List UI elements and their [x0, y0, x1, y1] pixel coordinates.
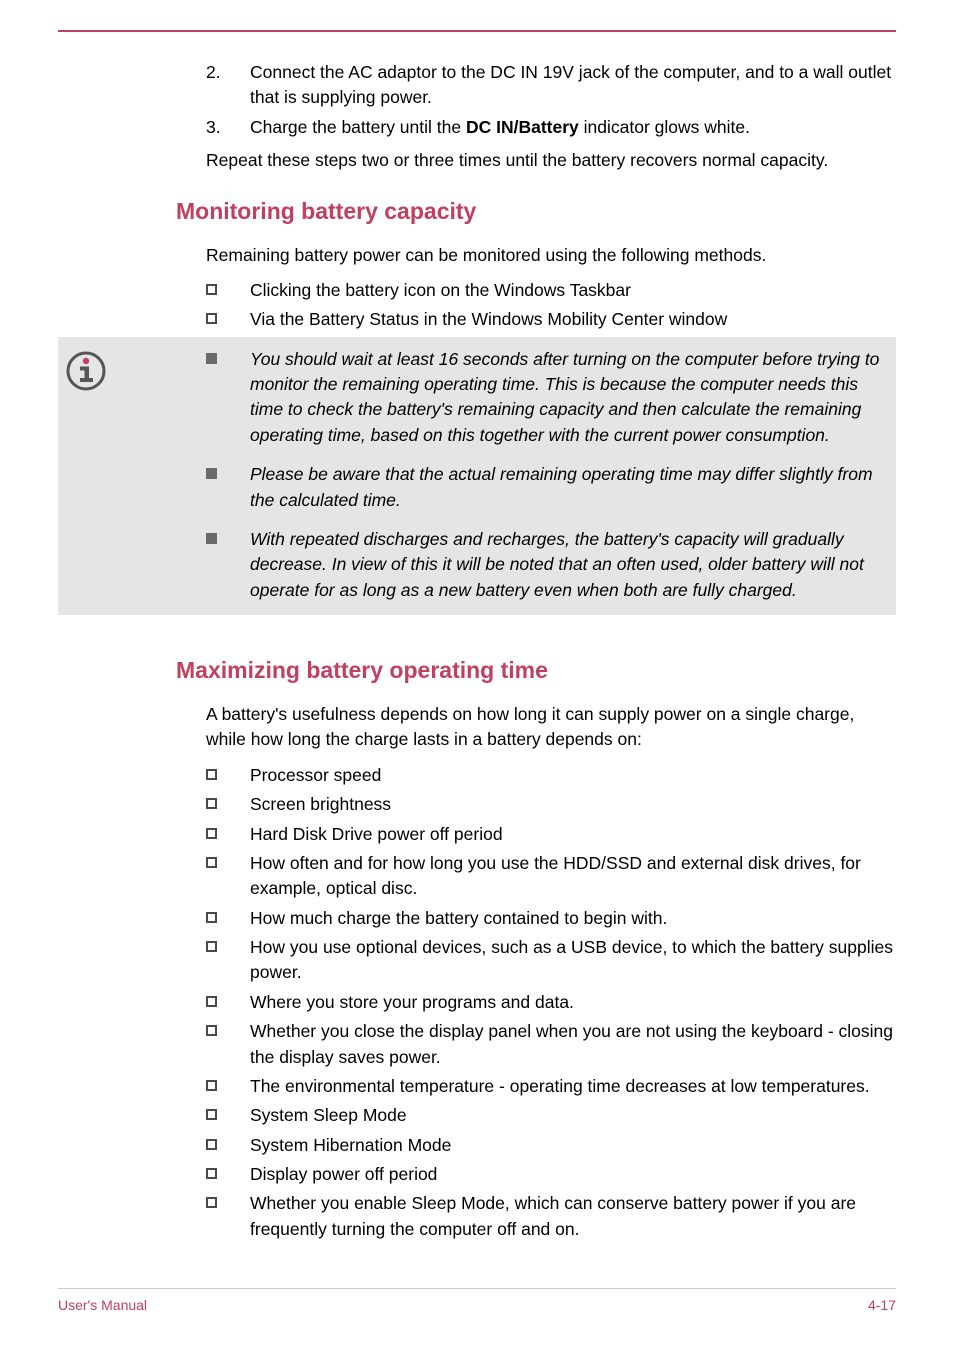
list-item-text: How often and for how long you use the H… [250, 851, 896, 902]
section-intro: Remaining battery power can be monitored… [206, 243, 896, 268]
square-bullet-icon [206, 857, 217, 868]
bullet-icon [206, 307, 250, 332]
square-bullet-icon [206, 1168, 217, 1179]
step-text-pre: Charge the battery until the [250, 117, 466, 137]
list-item-text: Screen brightness [250, 792, 896, 817]
section2-list: Processor speed Screen brightness Hard Dis… [206, 763, 896, 1242]
list-item: Whether you close the display panel when… [206, 1019, 896, 1070]
list-item-text: How you use optional devices, such as a … [250, 935, 896, 986]
footer-right: 4-17 [868, 1297, 896, 1313]
bullet-icon [206, 527, 250, 603]
step-number: 2. [206, 60, 250, 111]
list-item: Hard Disk Drive power off period [206, 822, 896, 847]
info-icon [66, 351, 106, 391]
square-bullet-icon [206, 1080, 217, 1091]
paragraph: Repeat these steps two or three times un… [206, 148, 896, 173]
notice-item: Please be aware that the actual remainin… [206, 462, 884, 513]
list-item-text: System Hibernation Mode [250, 1133, 896, 1158]
bullet-icon [206, 1191, 250, 1242]
notice-item: You should wait at least 16 seconds afte… [206, 347, 884, 449]
list-item: Where you store your programs and data. [206, 990, 896, 1015]
square-bullet-icon [206, 533, 217, 544]
square-bullet-icon [206, 1197, 217, 1208]
header-rule [58, 30, 896, 32]
bullet-icon [206, 935, 250, 986]
content-area: 2. Connect the AC adaptor to the DC IN 1… [58, 60, 896, 1242]
square-bullet-icon [206, 1109, 217, 1120]
notice-list: You should wait at least 16 seconds afte… [206, 347, 896, 605]
list-item-text: Hard Disk Drive power off period [250, 822, 896, 847]
bullet-icon [206, 1019, 250, 1070]
notice-item: With repeated discharges and recharges, … [206, 527, 884, 603]
list-item-text: Via the Battery Status in the Windows Mo… [250, 307, 896, 332]
list-item: How much charge the battery contained to… [206, 906, 896, 931]
bullet-icon [206, 1103, 250, 1128]
bullet-icon [206, 763, 250, 788]
step-number: 3. [206, 115, 250, 140]
list-item: The environmental temperature - operatin… [206, 1074, 896, 1099]
notice-box: You should wait at least 16 seconds afte… [58, 337, 896, 615]
list-item-text: The environmental temperature - operatin… [250, 1074, 896, 1099]
list-item: How you use optional devices, such as a … [206, 935, 896, 986]
step-item: 3. Charge the battery until the DC IN/Ba… [206, 115, 896, 140]
footer-left: User's Manual [58, 1297, 147, 1313]
step-item: 2. Connect the AC adaptor to the DC IN 1… [206, 60, 896, 111]
bullet-icon [206, 347, 250, 449]
bullet-icon [206, 1074, 250, 1099]
step-text-post: indicator glows white. [579, 117, 750, 137]
list-item: How often and for how long you use the H… [206, 851, 896, 902]
square-bullet-icon [206, 1139, 217, 1150]
list-item: System Hibernation Mode [206, 1133, 896, 1158]
bullet-icon [206, 990, 250, 1015]
step-text: Connect the AC adaptor to the DC IN 19V … [250, 60, 896, 111]
section1-list: Clicking the battery icon on the Windows… [206, 278, 896, 333]
square-bullet-icon [206, 912, 217, 923]
page-container: 2. Connect the AC adaptor to the DC IN 1… [0, 0, 954, 1333]
bullet-icon [206, 278, 250, 303]
list-item-text: You should wait at least 16 seconds afte… [250, 347, 884, 449]
bullet-icon [206, 1162, 250, 1187]
list-item-text: Processor speed [250, 763, 896, 788]
list-item: Screen brightness [206, 792, 896, 817]
section-heading-maximizing: Maximizing battery operating time [176, 657, 896, 684]
square-bullet-icon [206, 996, 217, 1007]
list-item-text: System Sleep Mode [250, 1103, 896, 1128]
step-text-bold: DC IN/Battery [466, 117, 579, 137]
list-item-text: Whether you close the display panel when… [250, 1019, 896, 1070]
notice-icon-col [58, 347, 206, 605]
bullet-icon [206, 1133, 250, 1158]
square-bullet-icon [206, 828, 217, 839]
list-item-text: Clicking the battery icon on the Windows… [250, 278, 896, 303]
section-intro: A battery's usefulness depends on how lo… [206, 702, 896, 753]
bullet-icon [206, 822, 250, 847]
list-item-text: How much charge the battery contained to… [250, 906, 896, 931]
list-item: Via the Battery Status in the Windows Mo… [206, 307, 896, 332]
bullet-icon [206, 906, 250, 931]
list-item-text: Display power off period [250, 1162, 896, 1187]
square-bullet-icon [206, 941, 217, 952]
list-item: Whether you enable Sleep Mode, which can… [206, 1191, 896, 1242]
square-bullet-icon [206, 284, 217, 295]
list-item-text: Whether you enable Sleep Mode, which can… [250, 1191, 896, 1242]
section-heading-monitoring: Monitoring battery capacity [176, 198, 896, 225]
bullet-icon [206, 851, 250, 902]
square-bullet-icon [206, 769, 217, 780]
list-item: System Sleep Mode [206, 1103, 896, 1128]
list-item-text: Where you store your programs and data. [250, 990, 896, 1015]
list-item-text: With repeated discharges and recharges, … [250, 527, 884, 603]
square-bullet-icon [206, 353, 217, 364]
square-bullet-icon [206, 798, 217, 809]
square-bullet-icon [206, 468, 217, 479]
list-item: Processor speed [206, 763, 896, 788]
list-item: Clicking the battery icon on the Windows… [206, 278, 896, 303]
square-bullet-icon [206, 313, 217, 324]
square-bullet-icon [206, 1025, 217, 1036]
step-text: Charge the battery until the DC IN/Batte… [250, 115, 896, 140]
footer: User's Manual 4-17 [58, 1288, 896, 1313]
list-item: Display power off period [206, 1162, 896, 1187]
bullet-icon [206, 792, 250, 817]
bullet-icon [206, 462, 250, 513]
list-item-text: Please be aware that the actual remainin… [250, 462, 884, 513]
